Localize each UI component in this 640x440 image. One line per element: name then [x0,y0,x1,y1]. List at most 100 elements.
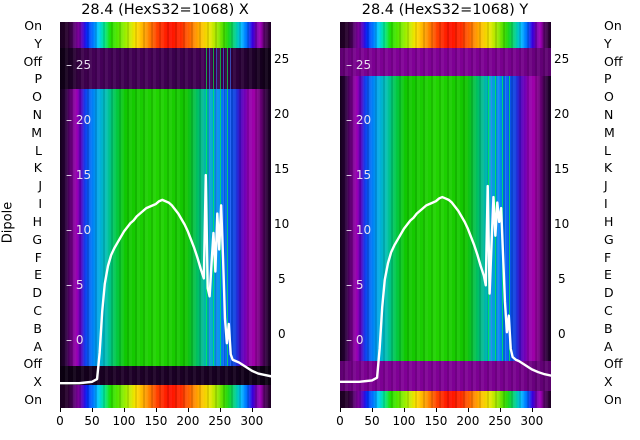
cat-tick-right-j: J [604,178,608,194]
bottom-spectral-strip-y [340,391,551,408]
outer-ytick-y-0: 25 [554,52,570,66]
outer-ytick-x-0: 25 [274,52,290,66]
xtick-mark-x-150 [155,408,157,412]
outer-ytick-y-1: 20 [554,107,570,121]
outer-ytick-x-5: 0 [278,327,286,341]
upper-dim-band-x [60,48,271,89]
xtick-label-x-0: 0 [56,414,64,428]
xtick-label-y-250: 250 [488,414,512,428]
x-axis-panel-y: 0 50 100 150 200 250 300 [336,408,551,438]
xtick-label-y-50: 50 [364,414,380,428]
categorical-axis-right: On Y Off P O N M L K J I H G F E D C B A Off X On [604,18,638,408]
xtick-mark-x-0 [60,408,61,412]
cat-tick-right-y: Y [604,35,612,51]
cat-tick-left-g: G [32,231,42,247]
cat-tick-right-l: L [604,142,611,158]
cat-tick-right-p: P [604,71,612,87]
outer-ytick-y-5: 0 [558,327,566,341]
cat-tick-right-x: X [604,374,613,390]
heatmap-panel-y[interactable]: – 25 – 20 – 15 – 10 – 5 – 0 [340,22,551,408]
cat-tick-left-h: H [32,213,42,229]
outer-ytick-y-2: 15 [554,162,570,176]
cat-tick-right-o: O [604,89,614,105]
heatmap-panel-x[interactable]: – 25 – 20 – 15 – 10 – 5 – 0 [60,22,271,408]
cat-tick-right-off: Off [604,53,623,69]
xtick-mark-x-250 [219,408,221,412]
xtick-label-x-300: 300 [240,414,264,428]
cat-tick-left-l: L [35,142,42,158]
outer-ytick-x-2: 15 [274,162,290,176]
cat-tick-left-i: I [38,196,42,212]
xtick-label-x-100: 100 [112,414,136,428]
cat-tick-left-f: F [34,249,42,265]
cat-tick-right-h: H [604,213,614,229]
cat-tick-right-i: I [604,196,608,212]
categorical-axis-left: On Y Off P O N M L K J I H G F E D C B A Off X On [8,18,42,408]
cat-tick-left-on: On [24,18,42,33]
xtick-mark-x-200 [187,408,189,412]
xtick-mark-y-150 [435,408,437,412]
cat-tick-left-x: X [33,374,42,390]
outer-ytick-y-3: 10 [554,217,570,231]
xtick-mark-y-300 [531,408,533,412]
outer-ytick-x-3: 10 [274,217,290,231]
xtick-label-x-50: 50 [84,414,100,428]
cat-tick-right-m: M [604,124,615,140]
cat-tick-left-k: K [33,160,42,176]
xtick-mark-x-50 [91,408,93,412]
cat-tick-right-a: A [604,338,613,354]
cat-tick-left-y: Y [34,35,42,51]
cat-tick-left-d: D [32,285,42,301]
cat-tick-left-m: M [31,124,42,140]
upper-purple-band-y [340,48,551,76]
cat-tick-right-d: D [604,285,614,301]
panel-title-x: 28.4 (HexS32=1068) X [81,2,249,18]
cat-tick-left-off: Off [23,53,42,69]
top-spectral-strip-y [340,22,551,48]
outer-ytick-x-1: 20 [274,107,290,121]
bottom-spectral-strip-x [60,385,271,408]
cat-tick-left-on: On [24,392,42,407]
xtick-mark-y-50 [371,408,373,412]
xtick-mark-y-200 [467,408,469,412]
xtick-label-x-250: 250 [208,414,232,428]
cat-tick-left-c: C [33,302,42,318]
cat-tick-right-k: K [604,160,613,176]
cat-tick-right-b: B [604,320,613,336]
x-axis-panel-x: 0 50 100 150 200 250 300 [56,408,271,438]
xtick-label-x-150: 150 [144,414,168,428]
xtick-label-y-0: 0 [336,414,344,428]
cat-tick-right-on: On [604,392,622,407]
panel-title-y: 28.4 (HexS32=1068) Y [361,2,529,18]
xtick-label-y-100: 100 [392,414,416,428]
cat-tick-left-n: N [32,107,42,123]
cat-tick-right-on: On [604,18,622,33]
xtick-mark-y-100 [403,408,405,412]
cat-tick-right-g: G [604,231,614,247]
cat-tick-left-p: P [34,71,42,87]
xtick-label-y-300: 300 [520,414,544,428]
cat-tick-left-e: E [34,267,42,283]
lower-purple-band-y [340,361,551,391]
xtick-label-y-200: 200 [456,414,480,428]
cat-tick-left-j: J [38,178,42,194]
main-body-y [340,76,551,361]
main-body-x [60,89,271,366]
cat-tick-right-e: E [604,267,612,283]
xtick-mark-y-250 [499,408,501,412]
cat-tick-left-o: O [32,89,42,105]
cat-tick-right-off: Off [604,356,623,372]
cat-tick-right-f: F [604,249,612,265]
xtick-label-x-200: 200 [176,414,200,428]
xtick-mark-x-300 [251,408,253,412]
xtick-label-y-150: 150 [424,414,448,428]
lower-dark-gap-x [60,366,271,385]
top-spectral-strip-x [60,22,271,48]
cat-tick-left-b: B [33,320,42,336]
cat-tick-left-a: A [33,338,42,354]
outer-ytick-y-4: 5 [558,272,566,286]
cat-tick-left-off: Off [23,356,42,372]
cat-tick-right-n: N [604,107,614,123]
outer-ytick-x-4: 5 [278,272,286,286]
